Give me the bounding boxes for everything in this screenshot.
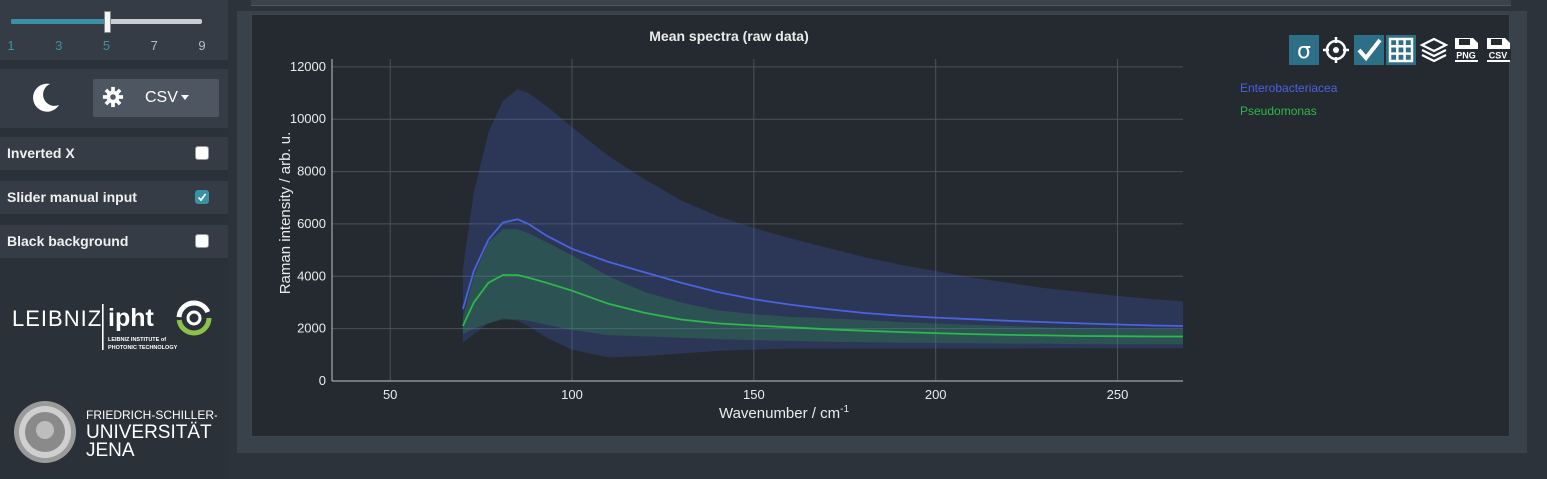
svg-text:FRIEDRICH-SCHILLER-: FRIEDRICH-SCHILLER- (86, 408, 217, 422)
slider-tick-label: 7 (150, 38, 158, 53)
y-tick-label: 2000 (297, 321, 326, 336)
top-strip (251, 0, 1511, 6)
y-axis-label: Raman intensity / arb. u. (277, 132, 294, 295)
series-line-pseudomonas (462, 274, 1183, 338)
y-tick-label: 12000 (290, 59, 326, 74)
crosshair-icon[interactable] (1321, 35, 1351, 65)
grid-icon[interactable] (1386, 35, 1416, 65)
inverted-x-checkbox[interactable] (195, 146, 209, 160)
slider-tick-label: 5 (102, 38, 111, 53)
uni-jena-logo: FRIEDRICH-SCHILLER- UNIVERSITÄT JENA (14, 401, 217, 463)
slider-manual-input-checkbox[interactable] (195, 190, 209, 204)
svg-text:σ: σ (1297, 39, 1311, 64)
export-settings-dropdown[interactable]: CSV (93, 79, 219, 117)
plot-panel: 50 100 150 200 250 0 2000 4000 6000 8000 10000 1200… (251, 14, 1513, 437)
option-label: Inverted X (7, 145, 75, 161)
sidebar: 1 3 5 7 9 (0, 0, 228, 479)
svg-text:LEIBNIZ INSTITUTE of: LEIBNIZ INSTITUTE of (108, 337, 166, 343)
series-lines (462, 218, 1184, 338)
check-icon[interactable] (1354, 35, 1384, 65)
slider-tick-label: 3 (55, 38, 63, 53)
option-inverted-x[interactable]: Inverted X (0, 137, 228, 170)
mean-spectra-chart[interactable]: 50 100 150 200 250 0 2000 4000 6000 8000 10000 1200… (252, 15, 1509, 436)
x-tick-label: 100 (561, 387, 583, 402)
svg-text:LEIBNIZ: LEIBNIZ (12, 306, 102, 331)
legend-item: Enterobacteriacea (1240, 81, 1338, 95)
std-bands (462, 89, 1183, 358)
svg-text:UNIVERSITÄT: UNIVERSITÄT (86, 422, 212, 443)
y-tick-label: 0 (319, 373, 326, 388)
wavenumber-step-slider[interactable]: 1 3 5 7 9 (0, 0, 228, 60)
caret-down-icon (181, 95, 189, 100)
series-line-enterobacteriacea (462, 218, 1184, 327)
x-tick-label: 150 (743, 387, 765, 402)
svg-text:JENA: JENA (86, 440, 135, 461)
save-csv-icon[interactable]: CSV (1483, 35, 1513, 65)
black-background-checkbox[interactable] (195, 234, 209, 248)
std-band-enterobacteriacea (462, 89, 1183, 358)
sigma-icon[interactable]: σ (1289, 35, 1319, 65)
leibniz-ipht-logo: LEIBNIZ ipht LEIBNIZ INSTITUTE of PHOTON… (12, 300, 212, 351)
slider-fill (11, 19, 107, 24)
checkmark-icon (197, 193, 207, 202)
x-tick-label: 250 (1107, 387, 1129, 402)
layers-icon[interactable] (1419, 35, 1449, 65)
x-axis-label: Wavenumber / cm-1 (719, 404, 849, 422)
x-tick-label: 200 (925, 387, 947, 402)
option-label: Black background (7, 233, 129, 249)
y-tick-label: 8000 (297, 164, 326, 179)
slider-handle[interactable] (103, 11, 111, 33)
y-tick-label: 10000 (290, 111, 326, 126)
gear-icon (102, 86, 124, 108)
chart-legend[interactable]: Enterobacteriacea Pseudomonas (1240, 81, 1338, 118)
slider-tick-label: 9 (198, 38, 206, 53)
option-label: Slider manual input (7, 189, 137, 205)
legend-item: Pseudomonas (1240, 104, 1317, 118)
x-tick-label: 50 (383, 387, 397, 402)
svg-text:ipht: ipht (108, 304, 154, 332)
export-format-label: CSV (145, 89, 178, 106)
svg-text:PHOTONIC TECHNOLOGY: PHOTONIC TECHNOLOGY (108, 345, 178, 351)
slider-track[interactable] (11, 11, 202, 33)
chart-title: Mean spectra (raw data) (649, 28, 809, 44)
option-slider-manual-input[interactable]: Slider manual input (0, 181, 228, 214)
x-axis-label-superscript: -1 (840, 404, 849, 415)
x-axis-label-text: Wavenumber / cm (719, 405, 840, 422)
save-png-icon[interactable]: PNG (1451, 35, 1481, 65)
y-tick-label: 4000 (297, 268, 326, 283)
chart-grid (332, 59, 1183, 381)
chart-axes: 50 100 150 200 250 0 2000 4000 6000 8000 10000 1200… (290, 59, 1183, 402)
y-tick-label: 6000 (297, 216, 326, 231)
slider-tick-label: 1 (7, 38, 15, 53)
option-black-background[interactable]: Black background (0, 225, 228, 258)
controls-panel: CSV (0, 69, 228, 128)
moon-icon[interactable] (28, 81, 62, 115)
std-band-pseudomonas (462, 229, 1183, 345)
svg-text:CSV: CSV (1489, 51, 1508, 61)
svg-text:PNG: PNG (1456, 51, 1476, 61)
